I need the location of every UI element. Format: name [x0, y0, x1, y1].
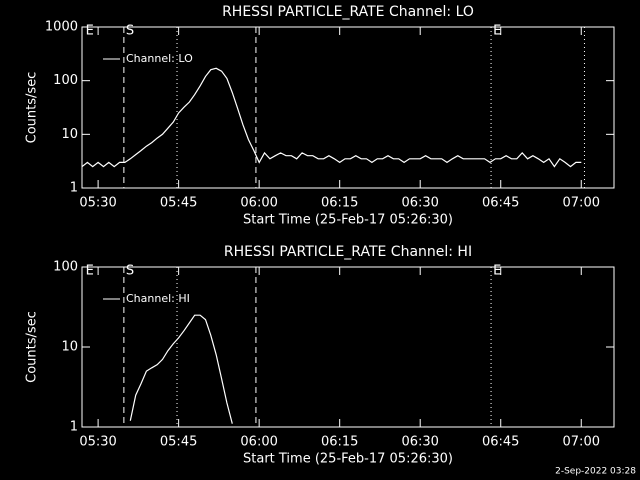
- x-tick-label: 06:00: [240, 435, 277, 450]
- marker-label: S: [126, 24, 134, 39]
- marker-label: E: [86, 264, 94, 279]
- x-tick-label: 06:00: [240, 196, 277, 211]
- x-tick-label: 05:30: [79, 435, 116, 450]
- data-line: [129, 314, 233, 424]
- x-tick-label: 07:00: [563, 435, 600, 450]
- plot-frame: [81, 26, 615, 189]
- x-tick-label: 07:00: [563, 196, 600, 211]
- y-axis-label: Counts/sec: [25, 72, 40, 144]
- y-tick-label: 100: [53, 73, 78, 88]
- y-tick-label: 10: [61, 340, 78, 355]
- marker-label: E: [493, 264, 501, 279]
- marker-label: E: [493, 24, 501, 39]
- y-tick-label: 1: [70, 181, 78, 196]
- plot-frame: [81, 266, 615, 428]
- legend-label: Channel: HI: [126, 292, 190, 305]
- chart-title: RHESSI PARTICLE_RATE Channel: HI: [224, 244, 472, 260]
- chart-title: RHESSI PARTICLE_RATE Channel: LO: [222, 4, 474, 20]
- y-tick-label: 1: [70, 420, 78, 435]
- x-tick-label: 06:15: [321, 196, 358, 211]
- x-tick-label: 06:30: [401, 196, 438, 211]
- footer: 2-Sep-2022 03:28: [555, 467, 636, 477]
- data-line: [82, 67, 582, 168]
- x-axis-label: Start Time (25-Feb-17 05:26:30): [243, 452, 453, 467]
- x-tick-label: 05:45: [160, 435, 197, 450]
- y-tick-label: 100: [53, 260, 78, 275]
- x-tick-label: 06:45: [482, 196, 519, 211]
- y-tick-label: 10: [61, 127, 78, 142]
- x-tick-label: 06:45: [482, 435, 519, 450]
- x-tick-label: 06:15: [321, 435, 358, 450]
- x-tick-label: 05:45: [160, 196, 197, 211]
- y-tick-label: 1000: [45, 20, 78, 35]
- marker-label: S: [126, 264, 134, 279]
- marker-label: E: [86, 24, 94, 39]
- legend-label: Channel: LO: [126, 52, 193, 65]
- x-tick-label: 05:30: [79, 196, 116, 211]
- x-axis-label: Start Time (25-Feb-17 05:26:30): [243, 213, 453, 228]
- x-tick-label: 06:30: [401, 435, 438, 450]
- y-axis-label: Counts/sec: [25, 311, 40, 383]
